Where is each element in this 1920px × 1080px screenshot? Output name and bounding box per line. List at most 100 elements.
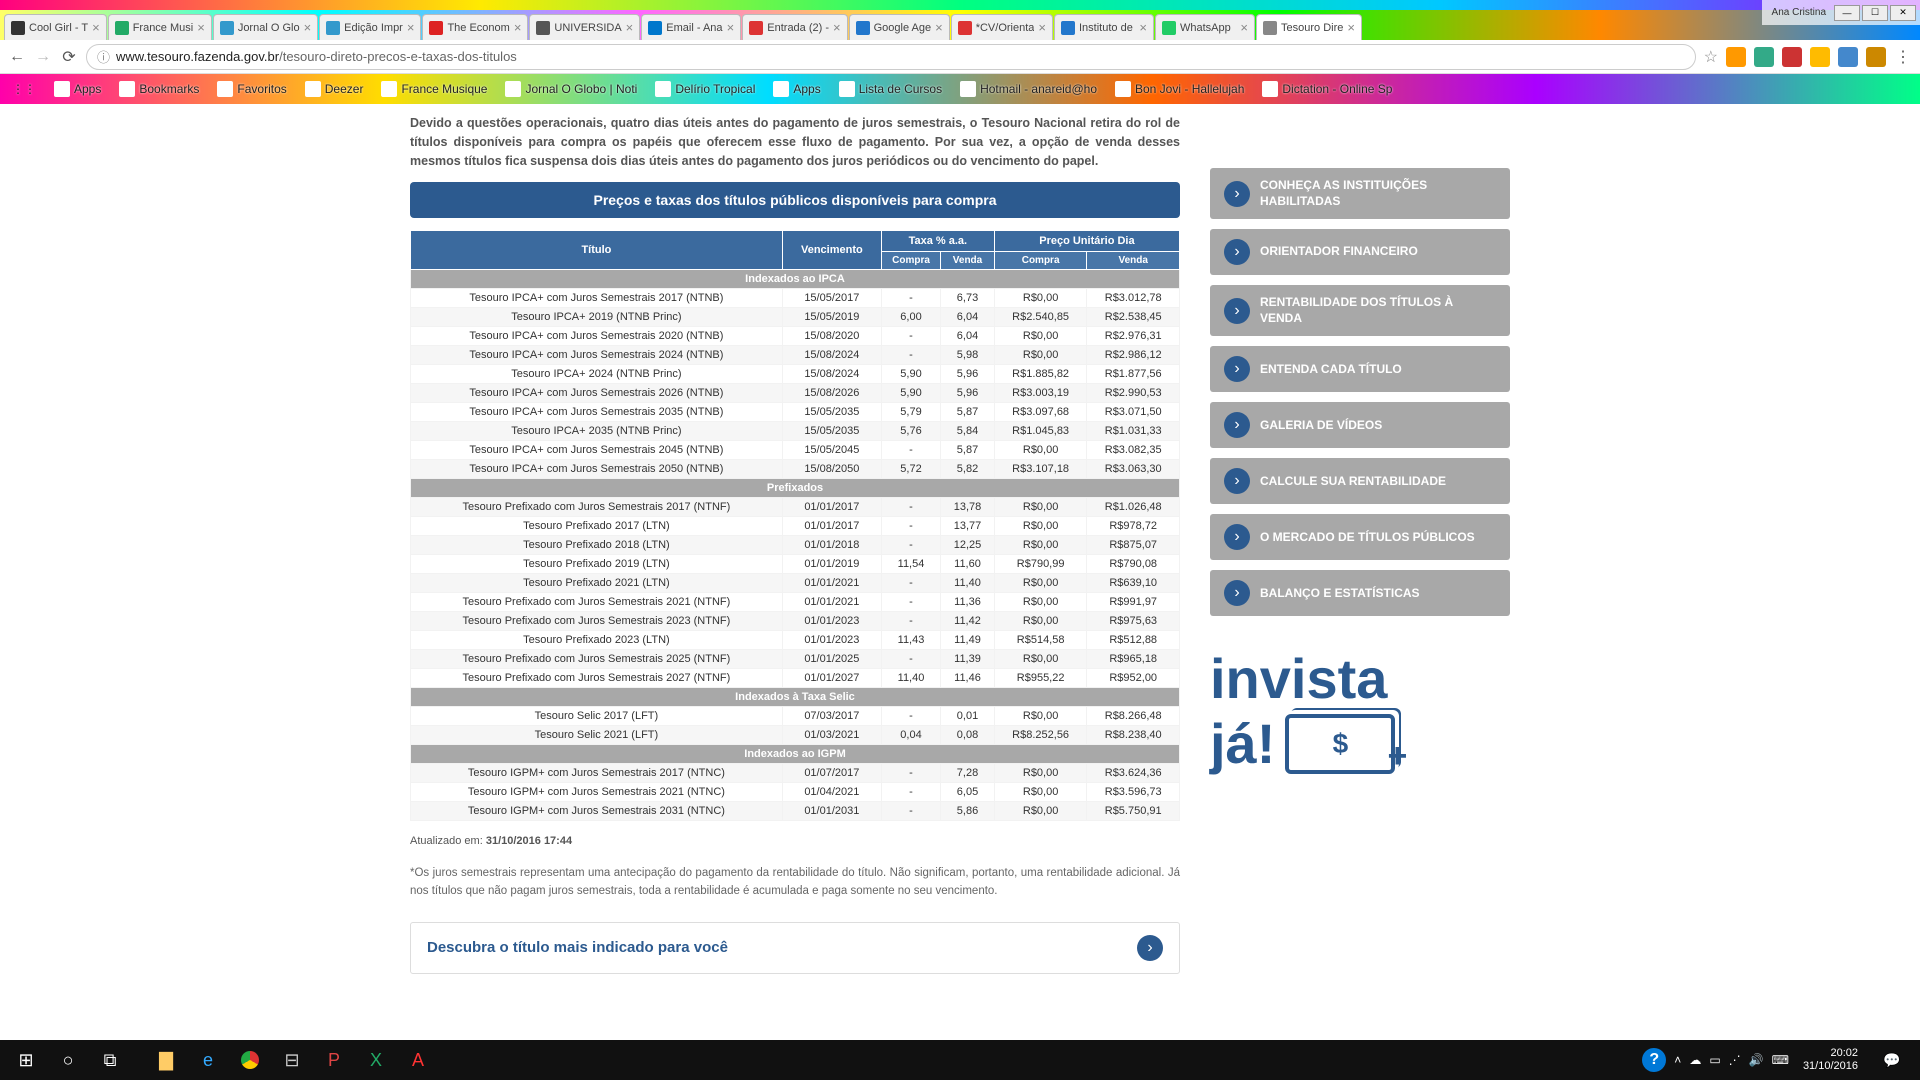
- cortana-icon[interactable]: ○: [48, 1042, 88, 1078]
- sidebar-link[interactable]: ›O MERCADO DE TÍTULOS PÚBLICOS: [1210, 514, 1510, 560]
- volume-icon[interactable]: 🔊: [1749, 1053, 1764, 1067]
- bookmark-favicon: [1262, 81, 1278, 97]
- clock[interactable]: 20:02 31/10/2016: [1797, 1047, 1864, 1073]
- browser-tab[interactable]: Edição Impr×: [319, 14, 421, 40]
- favicon: [648, 21, 662, 35]
- favicon: [856, 21, 870, 35]
- sidebar-link-label: CONHEÇA AS INSTITUIÇÕES HABILITADAS: [1260, 178, 1496, 209]
- bookmark-item[interactable]: Apps: [769, 79, 824, 99]
- close-icon[interactable]: ×: [514, 20, 522, 35]
- browser-tab[interactable]: Tesouro Dire×: [1256, 14, 1362, 40]
- menu-icon[interactable]: ⋮: [1894, 48, 1912, 66]
- acrobat-icon[interactable]: A: [398, 1042, 438, 1078]
- close-icon[interactable]: ×: [833, 20, 841, 35]
- taskview-icon[interactable]: ⧉: [90, 1042, 130, 1078]
- browser-tab[interactable]: *CV/Orienta×: [951, 14, 1053, 40]
- browser-tab[interactable]: Instituto de×: [1054, 14, 1154, 40]
- battery-icon[interactable]: ▭: [1709, 1053, 1720, 1067]
- sidebar-link[interactable]: ›CONHEÇA AS INSTITUIÇÕES HABILITADAS: [1210, 168, 1510, 219]
- browser-tab[interactable]: UNIVERSIDA×: [529, 14, 640, 40]
- grid-icon: ⋮⋮: [12, 82, 36, 96]
- extension-icon-6[interactable]: [1866, 47, 1886, 67]
- forward-icon[interactable]: →: [34, 48, 52, 66]
- onedrive-icon[interactable]: ☁: [1689, 1053, 1701, 1067]
- bookmark-item[interactable]: Hotmail - anareid@ho: [956, 79, 1101, 99]
- close-icon[interactable]: ×: [407, 20, 415, 35]
- browser-tab[interactable]: Cool Girl - T ×: [4, 14, 107, 40]
- sidebar-link[interactable]: ›GALERIA DE VÍDEOS: [1210, 402, 1510, 448]
- bookmark-item[interactable]: Deezer: [301, 79, 368, 99]
- bookmark-item[interactable]: Lista de Cursos: [835, 79, 946, 99]
- bookmark-item[interactable]: France Musique: [377, 79, 491, 99]
- browser-tab[interactable]: Google Age×: [849, 14, 950, 40]
- th-taxa-compra: Compra: [881, 252, 940, 270]
- close-icon[interactable]: ×: [1240, 20, 1248, 35]
- bookmark-favicon: [305, 81, 321, 97]
- reload-icon[interactable]: ⟳: [60, 48, 78, 66]
- arrow-right-icon[interactable]: ›: [1137, 935, 1163, 961]
- browser-tab[interactable]: Entrada (2) -×: [742, 14, 847, 40]
- browser-tab[interactable]: Jornal O Glo×: [213, 14, 318, 40]
- powerpoint-icon[interactable]: P: [314, 1042, 354, 1078]
- sidebar-link[interactable]: ›BALANÇO E ESTATÍSTICAS: [1210, 570, 1510, 616]
- discover-panel[interactable]: Descubra o título mais indicado para voc…: [410, 922, 1180, 974]
- extension-icon-2[interactable]: [1754, 47, 1774, 67]
- bookmark-item[interactable]: Delírio Tropical: [651, 79, 759, 99]
- minimize-button[interactable]: —: [1834, 5, 1860, 21]
- category-row: Indexados à Taxa Selic: [411, 688, 1180, 707]
- help-icon[interactable]: ?: [1642, 1048, 1666, 1072]
- extension-icon-4[interactable]: [1810, 47, 1830, 67]
- sidebar-link[interactable]: ›ENTENDA CADA TÍTULO: [1210, 346, 1510, 392]
- maximize-button[interactable]: ☐: [1862, 5, 1888, 21]
- keyboard-icon[interactable]: ⌨: [1772, 1053, 1789, 1067]
- sidebar-link[interactable]: ›RENTABILIDADE DOS TÍTULOS À VENDA: [1210, 285, 1510, 336]
- browser-tab[interactable]: WhatsApp×: [1155, 14, 1255, 40]
- browser-tab[interactable]: Email - Ana×: [641, 14, 741, 40]
- bookmark-favicon: [54, 81, 70, 97]
- close-icon[interactable]: ×: [197, 20, 205, 35]
- close-icon[interactable]: ×: [1038, 20, 1046, 35]
- edge-icon[interactable]: e: [188, 1042, 228, 1078]
- close-button[interactable]: ✕: [1890, 5, 1916, 21]
- chevron-up-icon[interactable]: ˄: [1674, 1053, 1681, 1067]
- close-icon[interactable]: ×: [1139, 20, 1147, 35]
- chrome-icon[interactable]: [230, 1042, 270, 1078]
- bookmark-favicon: [381, 81, 397, 97]
- browser-tab[interactable]: France Musi×: [108, 14, 212, 40]
- excel-icon[interactable]: X: [356, 1042, 396, 1078]
- tab-label: Cool Girl - T: [29, 22, 88, 34]
- sidebar-link[interactable]: ›CALCULE SUA RENTABILIDADE: [1210, 458, 1510, 504]
- bookmark-item[interactable]: Favoritos: [213, 79, 290, 99]
- close-icon[interactable]: ×: [935, 20, 943, 35]
- notifications-icon[interactable]: 💬: [1872, 1042, 1912, 1078]
- start-button[interactable]: ⊞: [6, 1042, 46, 1078]
- close-icon[interactable]: ×: [92, 20, 100, 35]
- bookmark-item[interactable]: Bookmarks: [115, 79, 203, 99]
- bookmark-star-icon[interactable]: ☆: [1704, 47, 1718, 67]
- back-icon[interactable]: ←: [8, 48, 26, 66]
- category-row: Indexados ao IPCA: [411, 270, 1180, 289]
- bookmark-item[interactable]: Dictation - Online Sp: [1258, 79, 1396, 99]
- wifi-icon[interactable]: ⋰: [1729, 1053, 1741, 1067]
- sidebar-link[interactable]: ›ORIENTADOR FINANCEIRO: [1210, 229, 1510, 275]
- close-icon[interactable]: ×: [626, 20, 634, 35]
- close-icon[interactable]: ×: [304, 20, 312, 35]
- browser-tab[interactable]: The Econom×: [422, 14, 528, 40]
- th-preco-venda: Venda: [1087, 252, 1180, 270]
- url-input[interactable]: ⓘ www.tesouro.fazenda.gov.br/tesouro-dir…: [86, 44, 1696, 70]
- extension-icon-1[interactable]: [1726, 47, 1746, 67]
- bookmark-item[interactable]: Apps: [50, 79, 105, 99]
- table-row: Tesouro IPCA+ 2019 (NTNB Princ)15/05/201…: [411, 308, 1180, 327]
- th-taxa: Taxa % a.a.: [881, 231, 994, 252]
- apps-button[interactable]: ⋮⋮: [8, 80, 40, 98]
- bookmark-item[interactable]: Bon Jovi - Hallelujah: [1111, 79, 1248, 99]
- close-icon[interactable]: ×: [727, 20, 735, 35]
- explorer-icon[interactable]: ▇: [146, 1042, 186, 1078]
- bookmark-item[interactable]: Jornal O Globo | Noti: [501, 79, 641, 99]
- close-icon[interactable]: ×: [1347, 20, 1355, 35]
- calculator-icon[interactable]: ⊟: [272, 1042, 312, 1078]
- extension-icon-5[interactable]: [1838, 47, 1858, 67]
- extension-icon-3[interactable]: [1782, 47, 1802, 67]
- bookmark-favicon: [217, 81, 233, 97]
- tray-icons[interactable]: ˄ ☁ ▭ ⋰ 🔊 ⌨: [1674, 1053, 1789, 1067]
